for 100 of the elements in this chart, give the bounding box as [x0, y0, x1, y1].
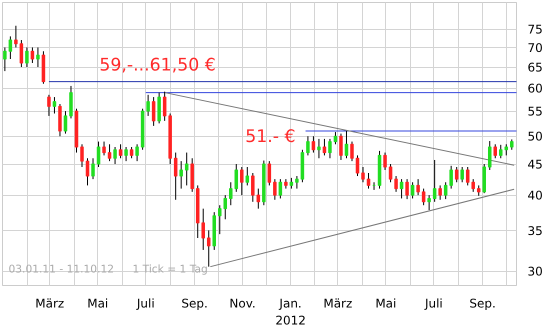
- candlestick: [290, 177, 294, 190]
- candlestick: [493, 144, 498, 159]
- x-tick-label: Sep.: [469, 296, 496, 310]
- candlestick: [268, 160, 272, 186]
- candlestick: [405, 178, 409, 200]
- x-tick-label: Sep.: [181, 296, 208, 310]
- x-tick-label: März: [35, 296, 64, 310]
- y-tick-label: 35: [528, 224, 543, 238]
- candlestick: [317, 138, 321, 159]
- candlestick: [52, 96, 56, 114]
- annotation: 03.01.11 - 11.10.12: [8, 262, 114, 276]
- candlestick: [146, 94, 150, 116]
- candlestick: [80, 144, 84, 168]
- candlestick: [322, 138, 326, 156]
- candlestick: [350, 141, 354, 162]
- candlestick: [91, 158, 95, 180]
- candlestick: [416, 178, 420, 196]
- x-tick-label: März: [323, 296, 352, 310]
- candlestick: [130, 146, 134, 159]
- candlestick: [234, 164, 238, 192]
- candlestick: [20, 40, 24, 68]
- x-tick-label: Juli: [424, 296, 443, 310]
- y-tick-label: 75: [528, 22, 543, 37]
- candlestick: [102, 141, 106, 156]
- candlestick: [229, 182, 233, 206]
- candlestick: [460, 166, 464, 183]
- candlestick: [449, 165, 453, 190]
- candlestick: [278, 178, 282, 199]
- x-tick-label: Nov.: [229, 296, 256, 310]
- candlestick: [184, 152, 188, 186]
- candlestick: [224, 194, 228, 220]
- candlestick: [86, 158, 90, 186]
- candlestick: [499, 144, 503, 159]
- candlestick: [25, 46, 29, 68]
- candlestick: [476, 184, 480, 196]
- candlestick: [510, 138, 514, 150]
- candlestick: [14, 25, 18, 48]
- candlestick: [339, 133, 343, 160]
- y-tick-label: 60: [528, 82, 543, 96]
- candlestick: [251, 172, 255, 202]
- y-tick-label: 40: [528, 188, 543, 203]
- candlestick: [273, 178, 277, 200]
- candlestick: [328, 138, 332, 159]
- candlestick: [157, 92, 161, 124]
- candlestick: [366, 172, 370, 190]
- candlestick: [344, 130, 348, 159]
- candlestick: [312, 136, 316, 154]
- candlestick: [69, 85, 73, 119]
- candlestick: [394, 176, 398, 192]
- candlestick: [295, 176, 299, 190]
- candlestick: [135, 144, 139, 162]
- y-tick-label: 70: [528, 40, 543, 55]
- candlestick: [96, 141, 100, 168]
- y-tick-label: 45: [528, 158, 543, 172]
- y-tick-label: 50: [528, 130, 543, 144]
- candlestick: [174, 152, 178, 200]
- x-tick-label: Mai: [375, 296, 396, 310]
- candlestick: [383, 152, 387, 170]
- candlestick: [108, 144, 112, 162]
- candlestick: [118, 144, 122, 159]
- candlestick: [30, 46, 34, 64]
- candlestick: [240, 166, 244, 196]
- candlestick: [471, 178, 475, 192]
- candlestick: [422, 188, 426, 206]
- candlestick: [306, 136, 310, 156]
- x-tick-label: Mai: [87, 296, 108, 310]
- candlestick: [8, 36, 12, 60]
- candlestick: [36, 46, 40, 68]
- candlestick: [488, 140, 492, 170]
- candlestick: [356, 154, 360, 177]
- candlestick: [113, 146, 117, 165]
- candlestick: [246, 166, 250, 186]
- candlestick: [410, 182, 414, 199]
- candlestick: [218, 204, 222, 235]
- candlestick: [3, 46, 7, 72]
- annotation: 1 Tick = 1 Tag: [132, 262, 208, 276]
- candlestick: [162, 91, 166, 122]
- candlestick: [64, 110, 68, 134]
- candlestick: [201, 208, 205, 250]
- x-tick-label: Jan. 2012: [275, 296, 306, 328]
- candlestick: [388, 164, 392, 183]
- candlestick: [361, 166, 365, 183]
- y-tick-label: 30: [528, 264, 543, 279]
- candlestick: [444, 182, 448, 200]
- candlestick: [334, 132, 338, 145]
- y-tick-label: 55: [528, 104, 543, 119]
- candlestick: [432, 159, 436, 202]
- candlestick: [179, 160, 183, 190]
- annotation: 59,-...61,50 €: [99, 56, 216, 76]
- candlestick: [47, 94, 51, 116]
- candlestick: [152, 96, 156, 126]
- candlestick: [504, 144, 508, 156]
- candlestick: [466, 166, 470, 186]
- x-tick-label: Juli: [136, 296, 155, 310]
- candlestick: [284, 178, 288, 190]
- annotation: 51.- €: [245, 127, 296, 148]
- candlestick: [427, 194, 431, 211]
- candlestick: [206, 230, 210, 268]
- y-tick-label: 65: [528, 60, 543, 75]
- candlestick: [454, 166, 458, 183]
